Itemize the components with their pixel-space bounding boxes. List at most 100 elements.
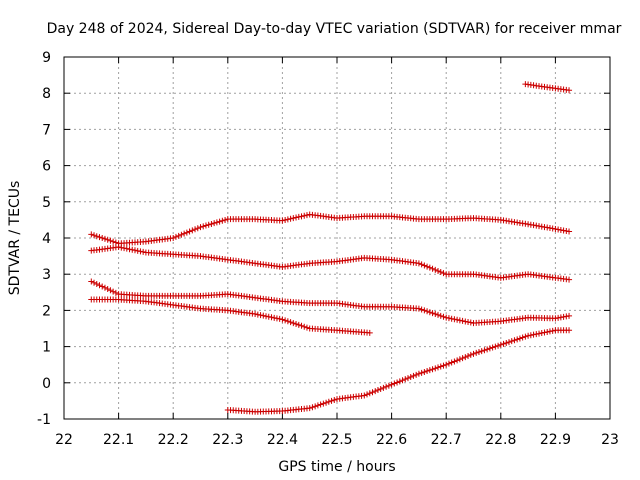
data-point — [500, 340, 507, 347]
data-point — [123, 245, 130, 252]
data-point — [445, 315, 452, 322]
data-point — [448, 359, 455, 366]
y-tick-label: 5 — [42, 195, 51, 211]
data-point — [372, 388, 379, 395]
data-point — [88, 278, 95, 285]
data-point — [552, 225, 559, 232]
data-point — [263, 313, 270, 320]
y-tick-label: 0 — [42, 376, 51, 392]
data-point — [566, 327, 573, 334]
data-point — [361, 392, 368, 399]
data-point — [424, 308, 431, 315]
data-point — [456, 356, 463, 363]
data-point — [293, 320, 300, 327]
data-point — [366, 329, 373, 336]
data-point — [511, 337, 518, 344]
data-point — [276, 315, 283, 322]
series-top-short — [522, 81, 573, 94]
data-point — [429, 310, 436, 317]
data-point — [445, 360, 452, 367]
data-point — [134, 247, 141, 254]
data-point — [101, 235, 108, 242]
data-point — [418, 261, 425, 268]
data-point — [505, 339, 512, 346]
data-point — [222, 216, 229, 223]
data-point — [394, 379, 401, 386]
data-point — [303, 212, 310, 219]
data-point — [530, 331, 537, 338]
series-middle — [88, 244, 573, 283]
data-point — [121, 245, 128, 252]
data-point — [462, 354, 469, 361]
data-point — [170, 235, 177, 241]
data-point — [465, 353, 472, 360]
data-point — [440, 313, 447, 320]
data-point — [282, 217, 289, 224]
y-tick-label: 9 — [42, 50, 51, 66]
data-point — [279, 217, 286, 224]
data-point — [566, 87, 573, 94]
data-point — [467, 319, 474, 326]
data-point — [516, 335, 523, 342]
data-point — [566, 228, 573, 235]
data-point — [544, 328, 551, 335]
data-point — [563, 313, 570, 320]
data-point — [478, 348, 485, 355]
data-point — [426, 367, 433, 374]
data-point — [295, 213, 302, 220]
data-point — [432, 365, 439, 372]
data-point — [437, 269, 444, 276]
y-tick-label: 8 — [42, 86, 51, 102]
y-tick-label: 7 — [42, 122, 51, 138]
x-tick-label: 22.2 — [158, 432, 189, 448]
data-point — [385, 382, 392, 389]
data-point — [421, 262, 428, 269]
data-point — [410, 372, 417, 379]
data-point — [421, 307, 428, 314]
data-point — [435, 267, 442, 274]
y-tick-label: 3 — [42, 267, 51, 283]
data-point — [137, 248, 144, 255]
data-point — [93, 280, 100, 287]
data-point — [424, 368, 431, 375]
data-point — [495, 342, 502, 349]
data-point — [525, 332, 532, 339]
data-point — [172, 233, 179, 240]
data-point — [497, 341, 504, 348]
data-point — [440, 270, 447, 277]
data-point — [140, 248, 147, 255]
data-point — [219, 217, 226, 224]
data-point — [290, 320, 297, 327]
data-point — [301, 212, 308, 219]
data-point — [96, 234, 103, 241]
data-point — [475, 349, 482, 356]
data-point — [432, 311, 439, 318]
data-point — [566, 276, 573, 283]
data-point — [563, 227, 570, 234]
data-point — [429, 265, 436, 272]
data-point — [418, 369, 425, 376]
data-point — [465, 318, 472, 325]
data-point — [91, 279, 98, 286]
data-point — [205, 221, 212, 228]
data-point — [328, 397, 335, 404]
data-point — [323, 399, 330, 406]
data-point — [252, 311, 259, 318]
data-point — [374, 387, 381, 394]
data-point — [290, 215, 297, 222]
data-point — [541, 329, 548, 336]
data-point — [429, 366, 436, 373]
data-point — [331, 396, 338, 403]
y-axis-label: SDTVAR / TECUs — [7, 181, 23, 296]
data-point — [522, 333, 529, 340]
data-point — [404, 375, 411, 382]
data-point — [271, 314, 278, 321]
chart-title: Day 248 of 2024, Sidereal Day-to-day VTE… — [47, 21, 622, 37]
data-point — [421, 368, 428, 375]
data-point — [254, 311, 261, 318]
data-point — [454, 357, 461, 364]
data-point — [448, 315, 455, 322]
data-point — [110, 288, 117, 295]
x-tick-label: 22.8 — [485, 432, 516, 448]
